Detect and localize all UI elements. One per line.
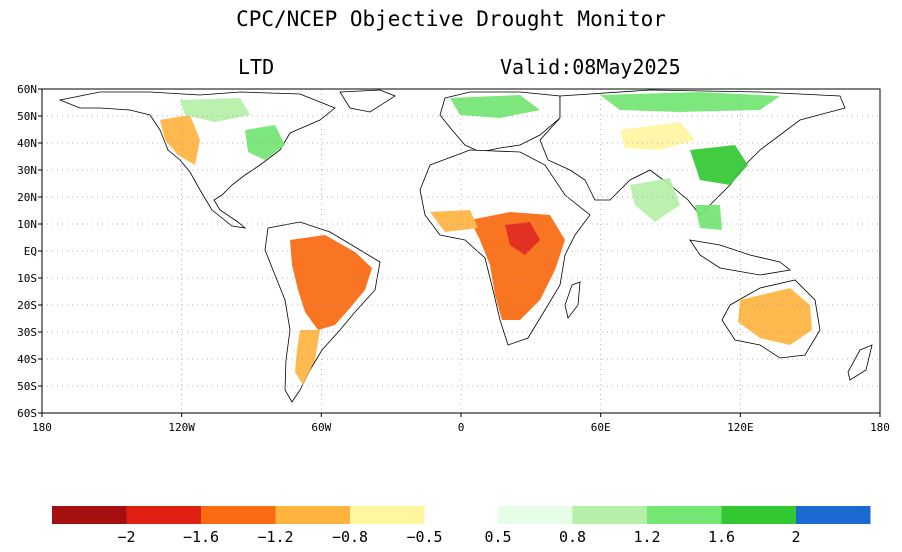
lat-tick-label: 40N [17, 137, 37, 150]
dry-swatch [201, 506, 276, 524]
dry-swatch [275, 506, 350, 524]
colorbar: −2 −1.6 −1.2 −0.8 −0.5 0.5 0.8 1.2 1.6 2 [52, 506, 871, 546]
index-label: LTD [238, 55, 275, 79]
lat-tick-label: 50N [17, 110, 37, 123]
lat-tick-label: 20S [17, 299, 37, 312]
lat-tick-label: 10N [17, 218, 37, 231]
dry-patch-south-america [290, 235, 372, 330]
lon-tick-label: 60E [591, 421, 611, 434]
lon-tick-label: 60W [311, 421, 331, 434]
dry-patch-central-africa [470, 212, 565, 320]
gridlines [42, 89, 880, 413]
dry-swatch [52, 506, 127, 524]
dry-patch-central-asia [620, 122, 695, 150]
lat-tick-label: 50S [17, 380, 37, 393]
lat-tick-label: 20N [17, 191, 37, 204]
wet-swatch [572, 506, 647, 524]
lat-tick-label: EQ [24, 245, 37, 258]
dry-label: −0.8 [332, 528, 368, 546]
dry-label: −1.6 [183, 528, 219, 546]
north-america [58, 91, 336, 229]
dry-label: −2 [117, 528, 135, 546]
dry-label: −0.5 [406, 528, 442, 546]
dry-swatch [126, 506, 201, 524]
lon-tick-label: 120W [168, 421, 195, 434]
wet-patch-southeast-asia [695, 205, 722, 230]
dry-patch-africa-red [505, 222, 540, 255]
wet-swatch [721, 506, 796, 524]
wet-label: 1.6 [708, 528, 735, 546]
lat-tick-label: 60N [17, 83, 37, 96]
lat-tick-label: 30N [17, 164, 37, 177]
lon-tick-label: 180 [870, 421, 890, 434]
wet-patch-siberia [600, 92, 780, 112]
madagascar [564, 281, 581, 319]
wet-label: 0.5 [484, 528, 511, 546]
greenland [339, 89, 396, 113]
wet-patch-north-america-east [245, 125, 285, 160]
lat-tick-label: 60S [17, 407, 37, 420]
valid-date-label: Valid:08May2025 [500, 55, 681, 79]
wet-label: 2 [791, 528, 800, 546]
dry-label: −1.2 [257, 528, 293, 546]
wet-swatch [796, 506, 871, 524]
new-zealand [847, 344, 873, 381]
wet-patch-south-asia [630, 178, 680, 222]
lat-tick-label: 30S [17, 326, 37, 339]
lon-tick-label: 180 [32, 421, 52, 434]
dry-swatch [350, 506, 425, 524]
figure-title: CPC/NCEP Objective Drought Monitor [236, 7, 666, 31]
longitude-tick-labels: 180 120W 60W 0 60E 120E 180 [32, 413, 890, 434]
lon-tick-label: 120E [727, 421, 754, 434]
wet-swatch [498, 506, 573, 524]
indonesia [689, 239, 791, 276]
lat-tick-label: 10S [17, 272, 37, 285]
dry-patch-australia [738, 288, 812, 345]
wet-patch-northern-europe [450, 95, 540, 118]
wet-patch-china [690, 145, 748, 185]
anomaly-shading [160, 92, 812, 385]
latitude-tick-labels: 60N 50N 40N 30N 20N 10N EQ 10S 20S 30S 40S 50S 60S [17, 83, 42, 420]
wet-label: 1.2 [633, 528, 660, 546]
dry-patch-north-america-west [160, 115, 200, 165]
lon-tick-label: 0 [458, 421, 465, 434]
wet-swatch [647, 506, 722, 524]
dry-patch-west-africa [430, 210, 478, 232]
wet-label: 0.8 [559, 528, 586, 546]
dry-patch-south-america-south [295, 330, 320, 385]
lat-tick-label: 40S [17, 353, 37, 366]
